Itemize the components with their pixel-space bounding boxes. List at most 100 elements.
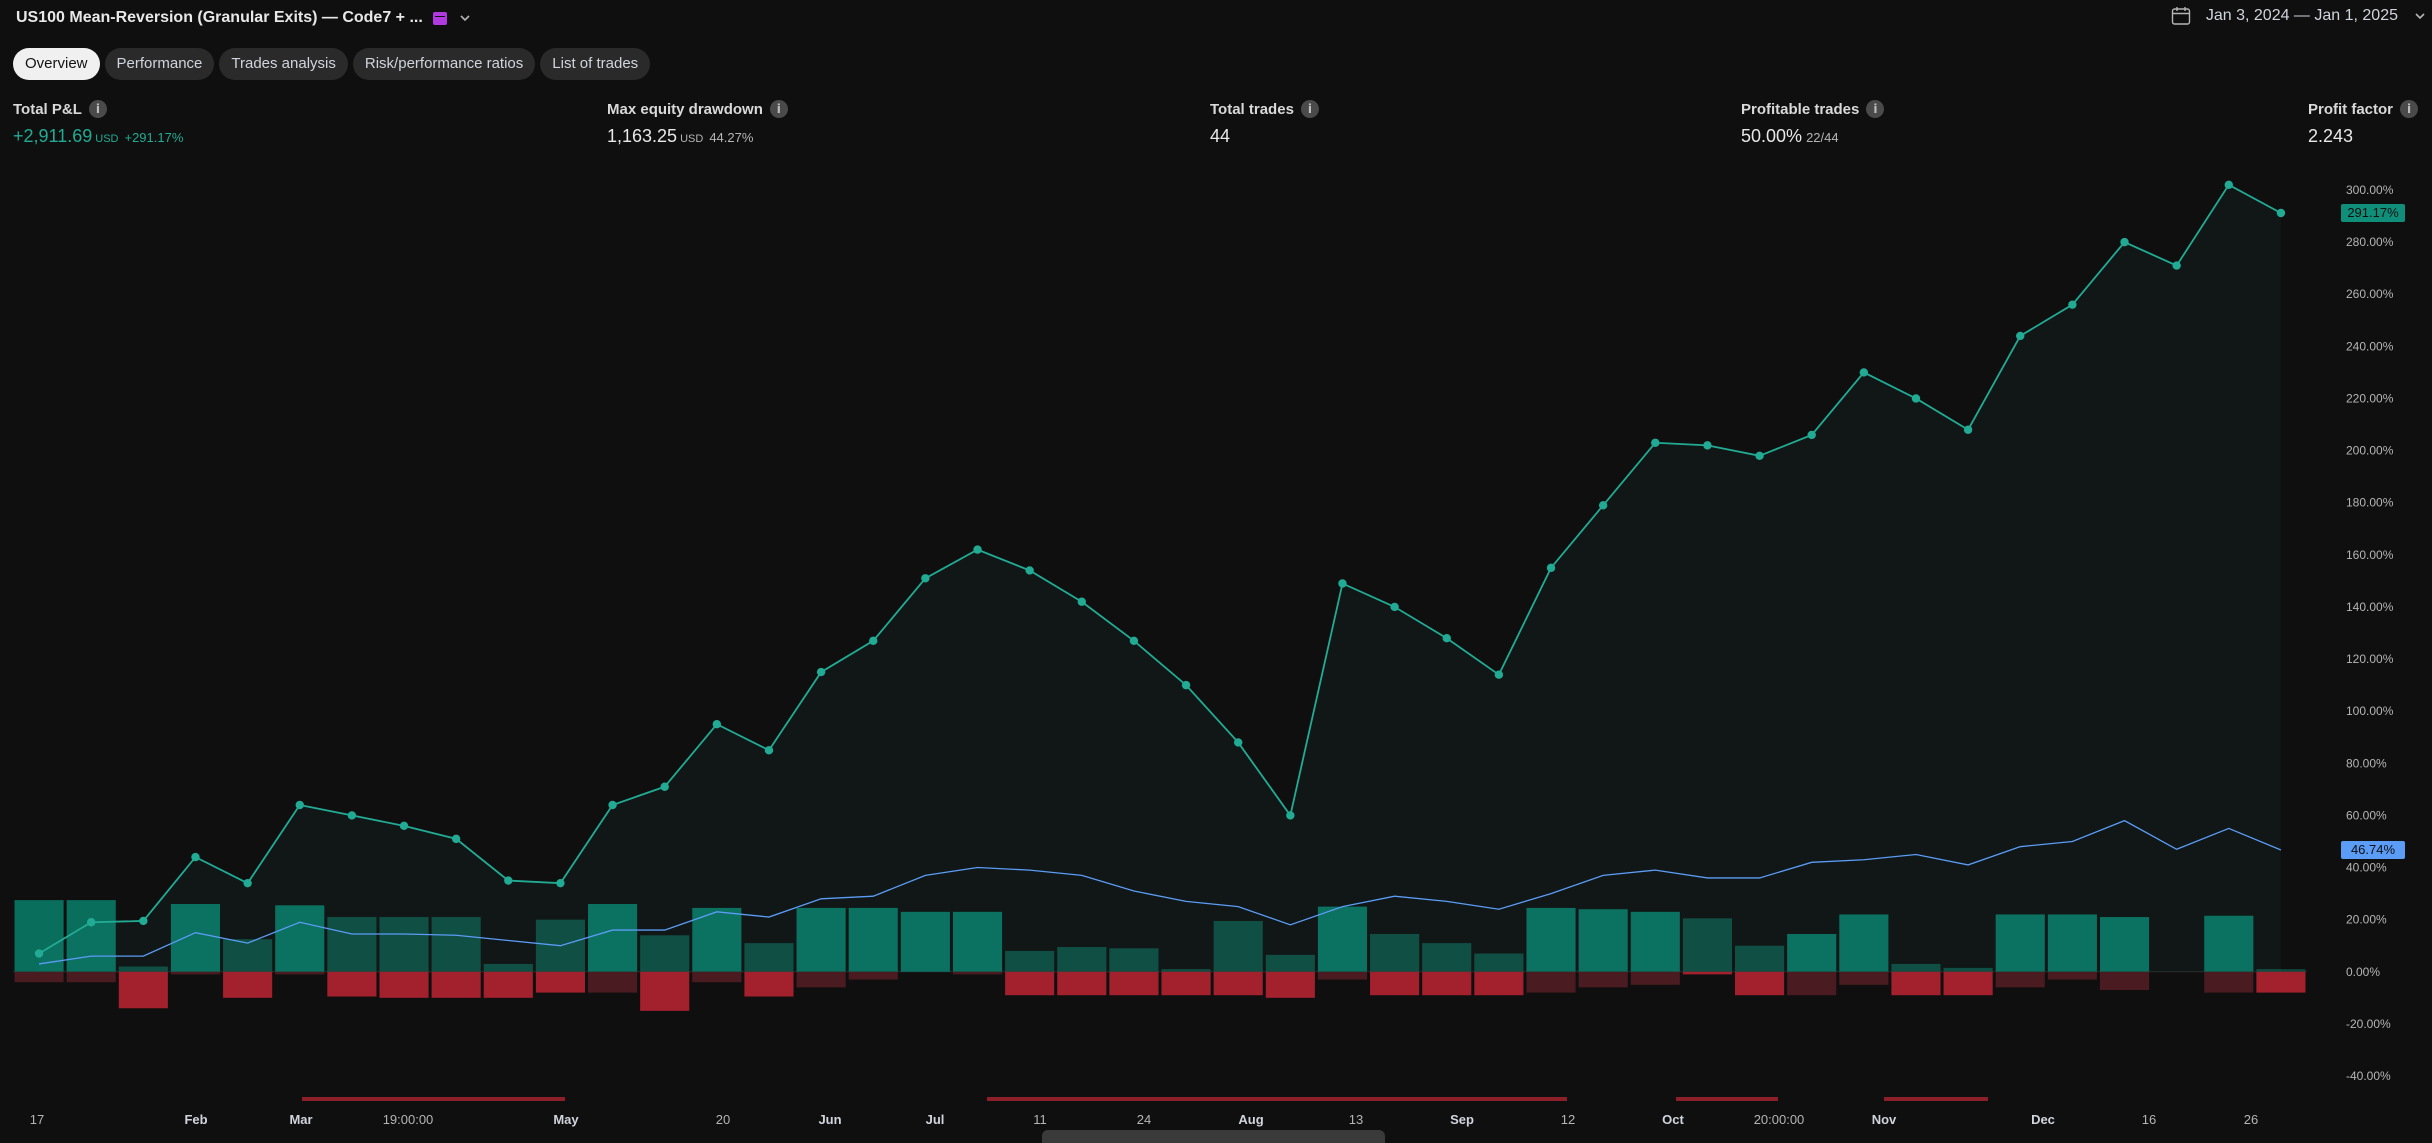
y-tick-label: -20.00% <box>2346 1017 2391 1031</box>
drawdown-bar <box>952 971 1003 975</box>
equity-chart[interactable]: 300.00%280.00%260.00%240.00%220.00%200.0… <box>0 170 2432 1130</box>
runup-bar <box>14 900 64 972</box>
x-tick-label: Sep <box>1450 1112 1474 1127</box>
equity-area <box>39 184 2281 972</box>
equity-last-value-badge-bg <box>2341 204 2405 223</box>
tab-risk-performance-ratios[interactable]: Risk/performance ratios <box>352 48 536 80</box>
drawdown-bar <box>327 971 377 997</box>
x-tick-label: 19:00:00 <box>383 1112 434 1127</box>
equity-point <box>1703 441 1712 450</box>
x-tick-label: 20 <box>716 1112 730 1127</box>
metric-profitable-trades: Profitable trades i 50.00% 22/44 <box>1741 100 1885 147</box>
metric-label: Profit factor <box>2308 100 2394 118</box>
drawdown-bar <box>170 971 221 975</box>
tab-overview[interactable]: Overview <box>13 48 100 80</box>
x-tick-label: Feb <box>184 1112 207 1127</box>
y-tick-label: 100.00% <box>2346 704 2394 718</box>
info-icon[interactable]: i <box>1866 100 1885 118</box>
equity-point <box>1286 811 1295 820</box>
y-tick-label: 80.00% <box>2346 756 2387 770</box>
runup-bar <box>1109 948 1159 972</box>
equity-point <box>1807 430 1816 440</box>
drawdown-bar <box>14 971 64 983</box>
x-tick-label: 17 <box>30 1112 44 1127</box>
chevron-down-icon <box>2415 13 2425 20</box>
equity-point <box>295 800 304 810</box>
drawdown-bar <box>848 971 898 980</box>
calendar-icon <box>2171 7 2191 25</box>
equity-point <box>1494 670 1504 679</box>
x-tick-label: 20:00:00 <box>1754 1112 1805 1127</box>
runup-bar <box>431 917 481 972</box>
y-tick-label: 0.00% <box>2346 965 2380 979</box>
drawdown-bar <box>1057 971 1107 996</box>
runup-bar <box>118 966 168 972</box>
equity-point <box>451 834 461 844</box>
drawdown-bar <box>1161 971 1211 996</box>
drawdown-bar <box>1682 971 1732 975</box>
drawdown-bar <box>1370 971 1420 996</box>
date-range-text: Jan 3, 2024 — Jan 1, 2025 <box>2205 7 2398 24</box>
equity-point <box>1129 636 1139 646</box>
y-tick-label: 160.00% <box>2346 548 2394 562</box>
drawdown-bar <box>1265 971 1315 998</box>
metric-total-trades: Total trades i 44 <box>1210 100 1319 147</box>
tab-performance[interactable]: Performance <box>104 48 215 80</box>
x-tick-label: Aug <box>1238 1112 1263 1127</box>
runup-bar <box>1995 914 2045 972</box>
runup-bar <box>952 911 1003 972</box>
drawdown-bar <box>1995 971 2045 988</box>
equity-point <box>1963 425 1973 434</box>
equity-point <box>764 746 774 755</box>
y-tick-label: 120.00% <box>2346 652 2394 666</box>
runup-bar <box>170 904 221 972</box>
runup-bar <box>275 905 325 972</box>
date-range-selector[interactable]: Jan 3, 2024 — Jan 1, 2025 <box>2170 5 2432 27</box>
x-tick-label: Nov <box>1872 1112 1897 1127</box>
x-tick-label: 26 <box>2244 1112 2258 1127</box>
runup-bar <box>1735 945 1785 972</box>
drawdown-bar <box>118 971 168 1009</box>
runup-bar <box>2256 969 2306 972</box>
drawdown-bar <box>2256 971 2306 993</box>
tab-list-of-trades[interactable]: List of trades <box>540 48 651 80</box>
drawdown-bar <box>1109 971 1159 996</box>
y-tick-label: 300.00% <box>2346 183 2394 197</box>
runup-bar <box>1526 907 1576 972</box>
runup-bar <box>2204 915 2254 972</box>
strategy-title-dropdown[interactable]: US100 Mean-Reversion (Granular Exits) — … <box>16 9 473 27</box>
metric-profit-factor: Profit factor i 2.243 <box>2308 100 2419 147</box>
drawdown-bar <box>1839 971 1889 985</box>
drawdown-bar <box>1735 971 1785 996</box>
metric-value: 44 <box>1210 126 1231 146</box>
equity-point <box>243 878 252 888</box>
tab-trades-analysis[interactable]: Trades analysis <box>219 48 348 80</box>
metric-max-equity-drawdown: Max equity drawdown i 1,163.25 USD 44.27% <box>607 100 788 147</box>
info-icon[interactable]: i <box>88 100 107 118</box>
equity-point <box>1755 451 1764 460</box>
equity-point <box>2276 208 2286 218</box>
session-range-marker <box>1676 1097 1778 1101</box>
runup-bar <box>692 907 742 972</box>
drawdown-bar <box>2099 971 2150 991</box>
equity-point <box>816 667 826 677</box>
metric-ratio: 22/44 <box>1806 130 1839 145</box>
equity-point <box>608 800 617 810</box>
equity-point <box>1546 563 1556 573</box>
buy-hold-last-value-badge-bg <box>2341 840 2405 859</box>
y-tick-label: 280.00% <box>2346 235 2394 249</box>
info-icon[interactable]: i <box>2400 100 2419 118</box>
metric-total-pnl: Total P&L i +2,911.69 USD +291.17% <box>13 100 183 147</box>
runup-bar <box>1265 954 1315 972</box>
calendar-badge-icon <box>432 11 447 25</box>
x-tick-label: 24 <box>1137 1112 1151 1127</box>
y-tick-label: 40.00% <box>2346 861 2387 875</box>
equity-point <box>1911 394 1921 403</box>
info-icon[interactable]: i <box>1300 100 1319 118</box>
equity-line <box>38 183 2282 955</box>
chart-scrollbar[interactable] <box>1042 1130 1385 1143</box>
drawdown-bar <box>431 971 481 998</box>
x-tick-label: Mar <box>289 1112 312 1127</box>
runup-bar <box>483 963 533 972</box>
info-icon[interactable]: i <box>769 100 788 118</box>
